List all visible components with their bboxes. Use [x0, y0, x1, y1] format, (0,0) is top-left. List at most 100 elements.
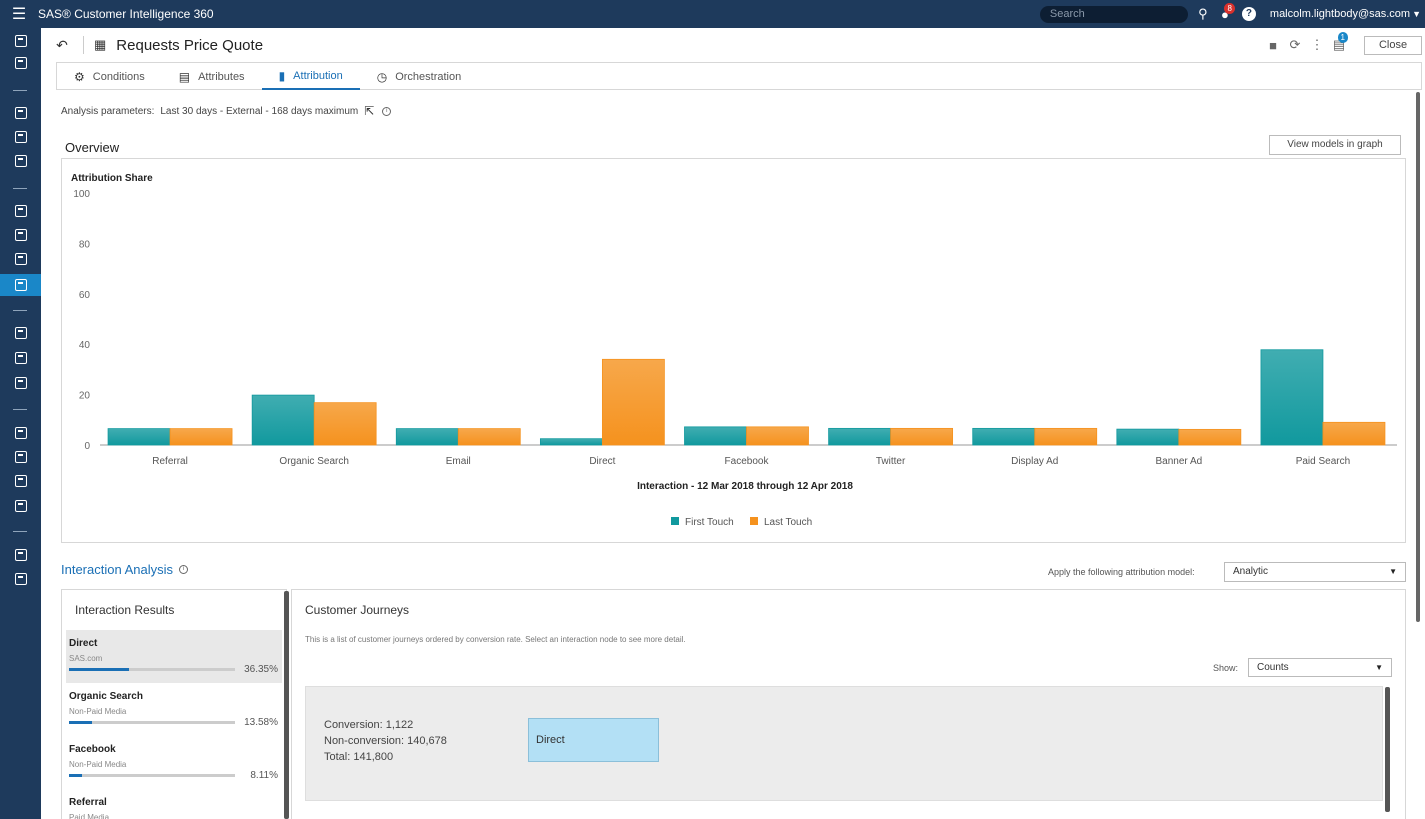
result-percent: 8.11% — [250, 770, 278, 781]
audience-icon[interactable] — [0, 248, 41, 270]
settings-icon[interactable] — [0, 372, 41, 394]
bar-last-touch — [1178, 428, 1242, 446]
journey-stats: Conversion: 1,122 Non-conversion: 140,67… — [324, 717, 447, 765]
bar-first-touch — [395, 428, 459, 446]
nav-divider — [13, 90, 27, 91]
flow-icon[interactable] — [0, 200, 41, 222]
info-icon[interactable]: i — [382, 106, 392, 116]
attribution-chart-panel: Attribution Share 0 20 40 60 80 100 Referral Org… — [61, 158, 1406, 543]
bar-last-touch — [890, 427, 954, 446]
info-icon[interactable]: i — [179, 565, 189, 574]
result-name: Facebook — [69, 744, 116, 755]
x-tick-label: Email — [446, 456, 471, 467]
page-scrollbar[interactable] — [1416, 92, 1420, 622]
more-vertical-icon[interactable]: ⋮ — [1310, 37, 1324, 52]
list-item[interactable]: Organic Search Non-Paid Media 13.58% — [66, 683, 282, 736]
events-icon[interactable] — [0, 274, 41, 296]
journeys-scrollbar[interactable] — [1385, 687, 1390, 812]
dashboard-icon[interactable] — [0, 52, 41, 74]
interaction-analysis-label: Interaction Analysis — [61, 562, 174, 577]
interaction-analysis-title[interactable]: Interaction Analysis i — [61, 562, 189, 577]
home-icon[interactable] — [0, 30, 41, 52]
tools-icon[interactable] — [0, 568, 41, 590]
bar-last-touch — [1034, 427, 1098, 446]
view-models-button[interactable]: View models in graph — [1269, 135, 1401, 155]
bar-first-touch — [539, 438, 603, 446]
edit-icon[interactable]: ⇱ — [364, 104, 375, 118]
app-title: SAS® Customer Intelligence 360 — [38, 7, 214, 21]
data-table-icon[interactable] — [0, 495, 41, 517]
notes-badge: 1 — [1337, 32, 1348, 43]
bar-first-touch — [972, 427, 1036, 446]
refresh-icon[interactable]: ⟳ — [1289, 37, 1301, 52]
list-icon[interactable] — [0, 446, 41, 468]
list-item[interactable]: Direct SAS.com 36.35% — [66, 630, 282, 683]
tab-bar: ⚙ Conditions ▤ Attributes ▮ Attribution ◷ Or… — [56, 62, 1422, 90]
customer-journeys-panel: Customer Journeys This is a list of cust… — [291, 589, 1406, 819]
attribution-model-select[interactable]: Analytic ▼ — [1224, 562, 1406, 582]
tab-attribution[interactable]: ▮ Attribution — [261, 63, 360, 90]
journey-node-direct[interactable]: Direct — [528, 718, 659, 762]
show-select[interactable]: Counts ▼ — [1248, 658, 1392, 677]
x-tick-label: Display Ad — [1011, 456, 1058, 467]
chevron-down-icon[interactable]: ▼ — [1412, 9, 1421, 19]
analysis-label: Analysis parameters: — [61, 105, 155, 117]
left-nav — [0, 28, 41, 819]
bar-first-touch — [684, 426, 747, 446]
top-bar: ☰ SAS® Customer Intelligence 360 Search … — [0, 0, 1425, 28]
bar-last-touch — [457, 428, 521, 446]
grid-icon[interactable] — [0, 102, 41, 124]
tab-conditions[interactable]: ⚙ Conditions — [57, 63, 162, 90]
wrench-icon[interactable] — [0, 544, 41, 566]
results-scrollbar[interactable] — [284, 591, 289, 819]
journey-row: Conversion: 1,122 Non-conversion: 140,67… — [305, 686, 1383, 801]
x-tick-label: Banner Ad — [1155, 456, 1202, 467]
segments-icon[interactable] — [0, 224, 41, 246]
nav-divider — [13, 188, 27, 189]
nav-divider — [13, 310, 27, 311]
hierarchy-icon[interactable] — [0, 126, 41, 148]
orchestration-icon: ◷ — [376, 69, 388, 84]
notes-icon[interactable]: ▤ 1 — [1328, 32, 1350, 53]
customer-journeys-title: Customer Journeys — [305, 603, 410, 617]
top-bar-right: Search ⚲ ● 8 ? malcolm.lightbody@sas.com … — [1039, 0, 1425, 28]
copy-icon[interactable] — [0, 150, 41, 172]
header-actions: ■ ⟳ ⋮ ▤ 1 Close — [1262, 28, 1425, 62]
main-content: Analysis parameters: Last 30 days - Exte… — [41, 90, 1425, 819]
list-item[interactable]: Facebook Non-Paid Media 8.11% — [66, 736, 282, 789]
tasks-icon[interactable] — [0, 322, 41, 344]
save-icon[interactable]: ■ — [1269, 37, 1277, 53]
x-tick-label: Paid Search — [1296, 456, 1350, 467]
legend-swatch — [671, 517, 679, 525]
close-button[interactable]: Close — [1364, 35, 1422, 55]
tab-orchestration[interactable]: ◷ Orchestration — [360, 63, 479, 90]
model-select-value: Analytic — [1233, 566, 1269, 577]
result-percent: 36.35% — [244, 664, 278, 675]
search-input[interactable]: Search — [1039, 5, 1188, 23]
back-arrow-icon[interactable]: ↶ — [56, 36, 68, 53]
list-item[interactable]: Referral Paid Media — [66, 789, 282, 819]
y-tick-label: 60 — [79, 290, 91, 301]
bar-last-touch — [1322, 421, 1386, 446]
hamburger-menu-icon[interactable]: ☰ — [11, 6, 27, 23]
x-tick-label: Organic Search — [279, 456, 348, 467]
calendar-icon[interactable] — [0, 422, 41, 444]
notifications-icon[interactable]: ● 8 — [1214, 2, 1236, 22]
search-icon[interactable]: ⚲ — [1198, 6, 1208, 21]
tab-attributes[interactable]: ▤ Attributes — [162, 63, 262, 90]
overview-title: Overview — [65, 140, 120, 155]
legend-label: Last Touch — [764, 517, 812, 528]
x-tick-label: Twitter — [876, 456, 906, 467]
result-subtitle: SAS.com — [69, 654, 103, 663]
attributes-icon: ▤ — [178, 69, 191, 84]
result-progress-fill — [69, 721, 92, 724]
database-icon[interactable] — [0, 470, 41, 492]
result-progress-track — [69, 668, 235, 671]
x-tick-label: Referral — [152, 456, 188, 467]
creative-icon[interactable] — [0, 347, 41, 369]
bar-last-touch — [313, 402, 377, 446]
y-tick-label: 40 — [79, 340, 91, 351]
user-menu[interactable]: malcolm.lightbody@sas.com — [1269, 8, 1411, 20]
help-icon[interactable]: ? — [1241, 7, 1256, 21]
page-title: Requests Price Quote — [116, 36, 264, 54]
